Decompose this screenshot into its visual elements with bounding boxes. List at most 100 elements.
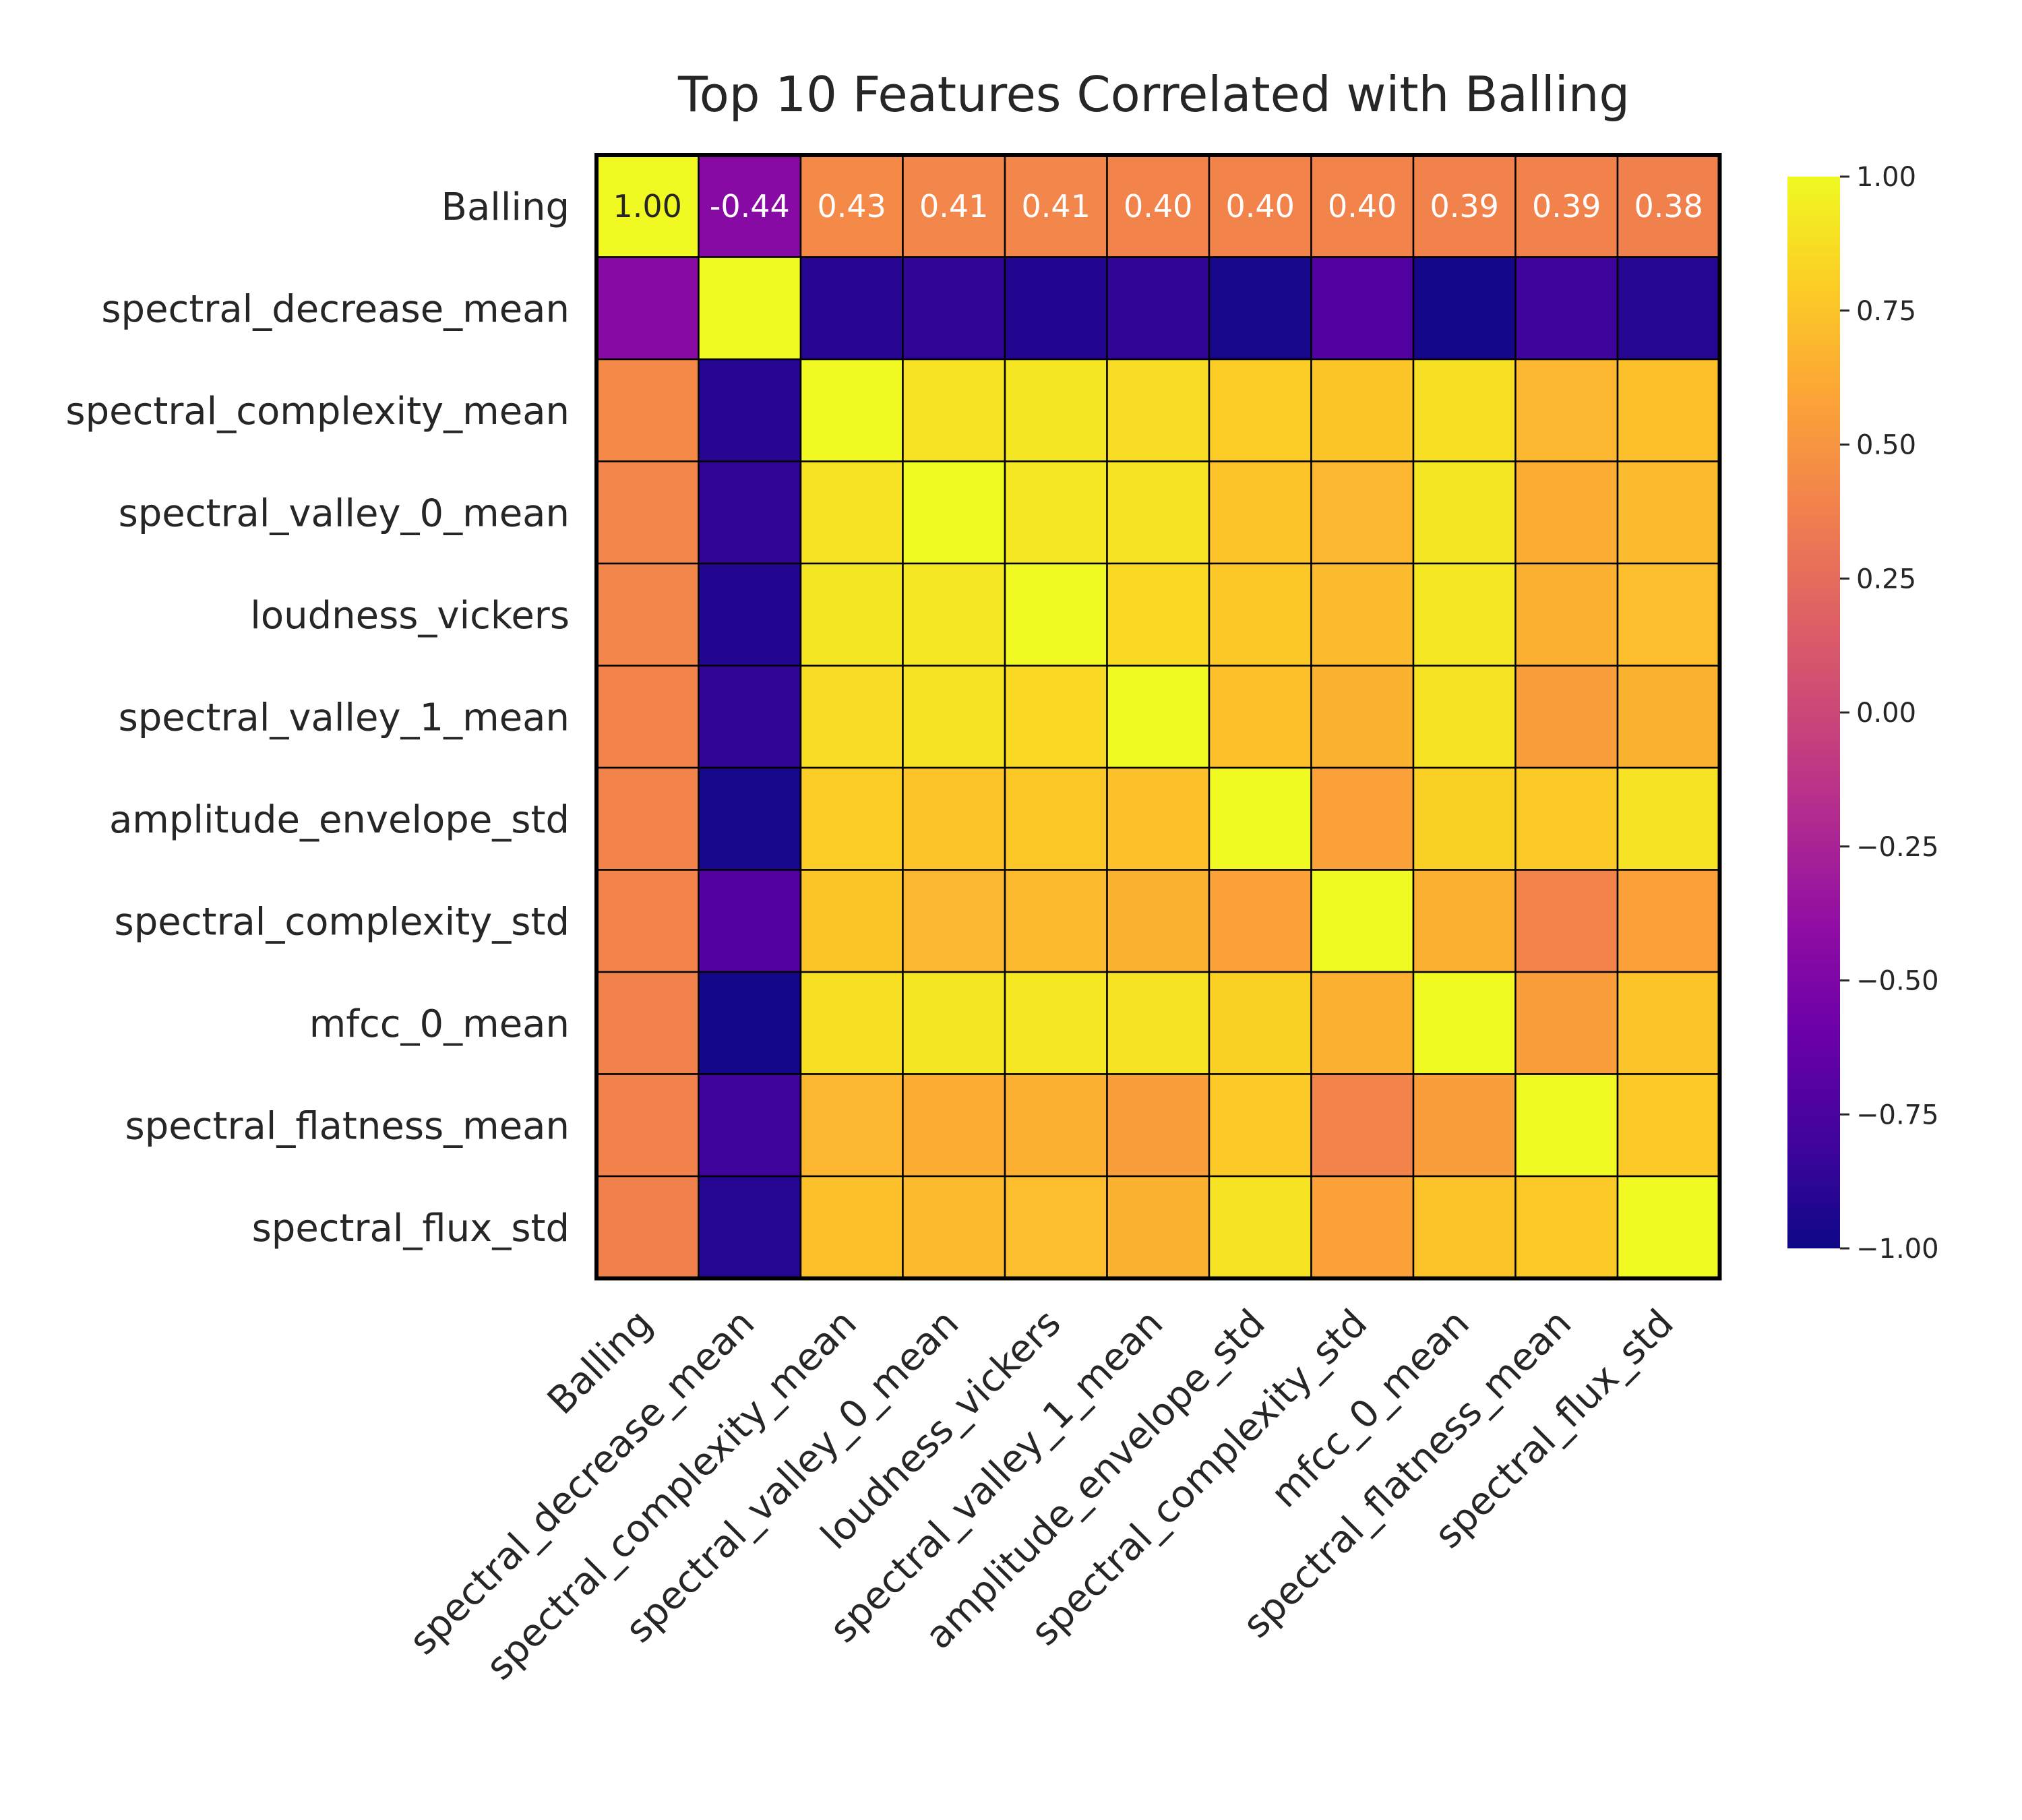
heatmap-cell xyxy=(902,1073,1006,1178)
colorbar-tick-label: −0.50 xyxy=(1856,966,1939,997)
heatmap-cell xyxy=(698,665,802,769)
heatmap-cell xyxy=(595,154,700,258)
heatmap-cell xyxy=(1004,665,1108,769)
heatmap-cell xyxy=(1412,460,1516,565)
chart-title: Top 10 Features Correlated with Balling xyxy=(677,66,1630,123)
heatmap-cell xyxy=(1616,665,1721,769)
heatmap-cell xyxy=(1514,665,1619,769)
heatmap-cell xyxy=(1514,869,1619,973)
heatmap-cell xyxy=(1106,1073,1211,1178)
heatmap-cell xyxy=(1208,1073,1312,1178)
heatmap-cell xyxy=(1514,256,1619,361)
heatmap-cell xyxy=(1310,1073,1415,1178)
heatmap-cell xyxy=(698,562,802,667)
heatmap-cell xyxy=(1514,562,1619,667)
heatmap-cell xyxy=(1412,562,1516,667)
heatmap-cell xyxy=(1208,869,1312,973)
heatmap-cell xyxy=(1412,971,1516,1075)
heatmap-cell xyxy=(1514,358,1619,462)
colorbar: 1.00 0.75 0.50 0.25 0.00 −0.25 −0.50 −0.75 −1.00 xyxy=(1787,162,1939,1265)
heatmap-cell xyxy=(799,562,904,667)
heatmap-cell xyxy=(595,766,700,871)
heatmap-cell xyxy=(799,256,904,361)
heatmap-cell xyxy=(902,665,1006,769)
colorbar-tick-label: 1.00 xyxy=(1856,162,1916,193)
heatmap-cell xyxy=(1310,766,1415,871)
heatmap-cell xyxy=(1310,460,1415,565)
heatmap-cell xyxy=(902,766,1006,871)
colorbar-tick-label: 0.00 xyxy=(1856,698,1916,729)
y-tick-label: spectral_flux_std xyxy=(252,1207,570,1250)
heatmap-cell xyxy=(799,460,904,565)
heatmap-cell xyxy=(1616,460,1721,565)
heatmap-cell xyxy=(1106,665,1211,769)
heatmap-cell xyxy=(1106,1175,1211,1279)
heatmap-cell xyxy=(1412,766,1516,871)
heatmap-cell xyxy=(1616,1175,1721,1279)
heatmap-cell xyxy=(1616,358,1721,462)
heatmap-cell xyxy=(698,1073,802,1178)
heatmap-cell xyxy=(1310,256,1415,361)
heatmap-cell xyxy=(595,256,700,361)
heatmap-cell xyxy=(595,1073,700,1178)
heatmap-cell xyxy=(1208,358,1312,462)
heatmap-cell xyxy=(902,460,1006,565)
x-tick-label: spectral_complexity_mean xyxy=(478,1301,865,1689)
heatmap-cell xyxy=(1514,1073,1619,1178)
heatmap-cell xyxy=(1004,562,1108,667)
cell-annotation: 0.41 xyxy=(919,188,988,224)
heatmap-cell xyxy=(1106,869,1211,973)
heatmap-cell xyxy=(1004,256,1108,361)
y-tick-label: amplitude_envelope_std xyxy=(109,798,570,842)
heatmap-cell xyxy=(1616,869,1721,973)
y-tick-label: spectral_complexity_std xyxy=(115,900,570,944)
heatmap-cell xyxy=(1106,766,1211,871)
heatmap-cell xyxy=(902,971,1006,1075)
cell-annotation: 0.39 xyxy=(1430,188,1499,224)
heatmap-cell xyxy=(1412,1175,1516,1279)
heatmap-cell xyxy=(1616,256,1721,361)
heatmap-cell xyxy=(902,358,1006,462)
heatmap-cell xyxy=(1208,256,1312,361)
y-tick-label: Balling xyxy=(441,185,570,229)
cell-annotation: 0.39 xyxy=(1532,188,1601,224)
cell-annotation: 0.43 xyxy=(818,188,886,224)
heatmap-cell xyxy=(1106,358,1211,462)
heatmap-cell xyxy=(698,460,802,565)
heatmap-cell xyxy=(595,869,700,973)
heatmap-cell xyxy=(698,154,802,258)
heatmap-cell xyxy=(1004,1175,1108,1279)
heatmap-cell xyxy=(595,665,700,769)
heatmap-cell xyxy=(1616,766,1721,871)
heatmap-cell xyxy=(595,971,700,1075)
heatmap-cell xyxy=(1004,766,1108,871)
heatmap-cell xyxy=(1208,562,1312,667)
heatmap-cell xyxy=(1412,665,1516,769)
heatmap-cell xyxy=(1106,154,1211,258)
y-tick-label: spectral_valley_1_mean xyxy=(119,696,570,739)
cell-annotation: 1.00 xyxy=(613,188,682,224)
heatmap-cell xyxy=(698,766,802,871)
heatmap-cell xyxy=(1208,665,1312,769)
heatmap-cell xyxy=(1310,358,1415,462)
heatmap-cell xyxy=(595,1175,700,1279)
heatmap-cell xyxy=(1004,358,1108,462)
heatmap-cell xyxy=(698,256,802,361)
y-tick-label: spectral_complexity_mean xyxy=(65,390,570,433)
heatmap-cell xyxy=(1106,971,1211,1075)
heatmap-cell xyxy=(799,766,904,871)
heatmap-cell xyxy=(1208,1175,1312,1279)
colorbar-gradient xyxy=(1787,177,1840,1248)
heatmap-cell xyxy=(799,1175,904,1279)
heatmap-cell xyxy=(1208,971,1312,1075)
heatmap-cell xyxy=(799,1073,904,1178)
heatmap-cell xyxy=(1310,971,1415,1075)
y-tick-label: spectral_flatness_mean xyxy=(125,1104,570,1148)
heatmap-cell xyxy=(1004,971,1108,1075)
heatmap-cell xyxy=(1616,562,1721,667)
heatmap-cell xyxy=(1412,869,1516,973)
heatmap-cell xyxy=(902,869,1006,973)
heatmap-cell xyxy=(799,358,904,462)
heatmap-cell xyxy=(902,256,1006,361)
